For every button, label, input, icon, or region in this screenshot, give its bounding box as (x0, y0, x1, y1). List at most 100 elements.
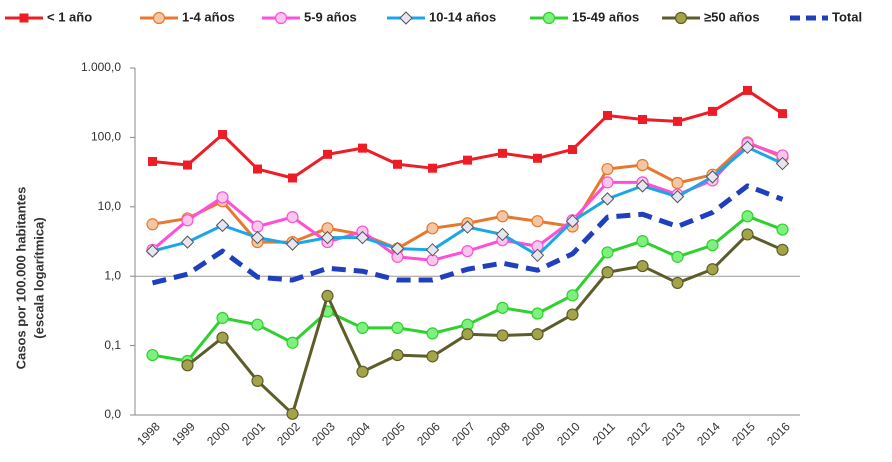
y-tick-label: 0,1 (104, 338, 121, 352)
legend-marker (19, 13, 29, 23)
legend-marker (399, 11, 413, 25)
data-point (461, 244, 474, 258)
x-tick-label: 2001 (239, 419, 268, 448)
data-point (426, 327, 439, 340)
data-point (776, 223, 789, 236)
data-point (498, 148, 507, 158)
legend-label: ≥50 años (704, 9, 760, 24)
data-point (391, 321, 404, 334)
data-point (183, 160, 192, 170)
data-point (673, 116, 682, 126)
data-point (601, 266, 614, 279)
data-point (251, 374, 264, 387)
x-tick-label: 2015 (729, 419, 758, 448)
data-point (286, 211, 299, 224)
data-point (146, 218, 159, 231)
data-point (428, 163, 437, 173)
data-point (426, 350, 439, 363)
data-point (393, 159, 402, 169)
data-point (495, 227, 510, 242)
data-point (250, 230, 265, 245)
data-point (288, 173, 297, 183)
data-point (391, 348, 404, 362)
legend-label: < 1 año (47, 9, 92, 24)
data-point (463, 155, 472, 165)
data-point (638, 115, 647, 125)
data-point (181, 214, 194, 227)
data-point (601, 162, 614, 176)
data-point (778, 109, 787, 119)
data-point (530, 248, 545, 263)
data-point (636, 158, 649, 172)
data-point (145, 244, 160, 258)
data-point (216, 311, 229, 325)
y-tick-label: 10,0 (98, 199, 122, 213)
y-tick-label: 1,0 (104, 268, 121, 282)
series-line (151, 183, 784, 286)
data-point (775, 156, 790, 171)
x-tick-label: 2012 (624, 419, 653, 448)
x-tick-label: 2005 (379, 419, 408, 448)
data-point (706, 263, 719, 276)
data-point (600, 192, 615, 206)
data-point (180, 235, 195, 249)
data-point (460, 220, 475, 234)
data-point (531, 307, 544, 320)
data-point (251, 318, 264, 331)
legend-label: 1-4 años (182, 9, 235, 24)
legend-label: 15-49 años (572, 9, 639, 24)
x-tick-label: 2002 (274, 419, 303, 448)
legend-label: 5-9 años (304, 9, 357, 24)
data-point (566, 308, 579, 321)
data-point (286, 407, 299, 420)
x-tick-label: 2014 (694, 419, 723, 448)
x-tick-label: 2000 (204, 419, 233, 448)
data-point (671, 276, 684, 290)
data-point (356, 365, 369, 378)
data-point (390, 241, 405, 256)
legend-marker (674, 11, 688, 25)
data-point (741, 210, 754, 223)
data-point (321, 289, 334, 303)
y-tick-label: 1.000,0 (81, 60, 121, 74)
data-point (355, 230, 370, 245)
data-point (216, 331, 229, 344)
x-tick-label: 2008 (484, 419, 513, 448)
legend-label: Total (832, 9, 862, 24)
legend-marker (542, 11, 556, 25)
data-point (671, 250, 684, 263)
data-point (531, 328, 544, 341)
data-point (533, 153, 542, 163)
x-tick-label: 2009 (519, 419, 548, 448)
data-point (148, 156, 157, 166)
series-line (152, 88, 784, 180)
data-point (601, 246, 614, 259)
data-point (496, 210, 509, 223)
data-point (601, 176, 614, 189)
data-point (216, 191, 229, 204)
data-point (568, 144, 577, 154)
legend-marker (152, 11, 166, 25)
data-point (706, 239, 719, 252)
data-point (671, 176, 684, 190)
data-point (741, 228, 754, 241)
legend-label: 10-14 años (429, 9, 496, 24)
y-axis-title: (escala logarítmica) (31, 217, 46, 338)
legend-marker (274, 11, 288, 25)
data-point (531, 215, 544, 228)
series-line (186, 232, 784, 416)
x-tick-label: 2011 (590, 419, 618, 447)
data-point (285, 237, 300, 251)
data-point (425, 243, 440, 257)
data-point (635, 179, 650, 193)
x-tick-label: 2007 (449, 419, 478, 448)
x-tick-label: 1998 (134, 419, 163, 448)
data-point (426, 222, 439, 235)
data-point (215, 218, 230, 233)
data-point (740, 140, 755, 155)
data-point (323, 149, 332, 159)
data-point (708, 106, 717, 116)
data-point (218, 130, 227, 140)
data-point (251, 220, 264, 233)
